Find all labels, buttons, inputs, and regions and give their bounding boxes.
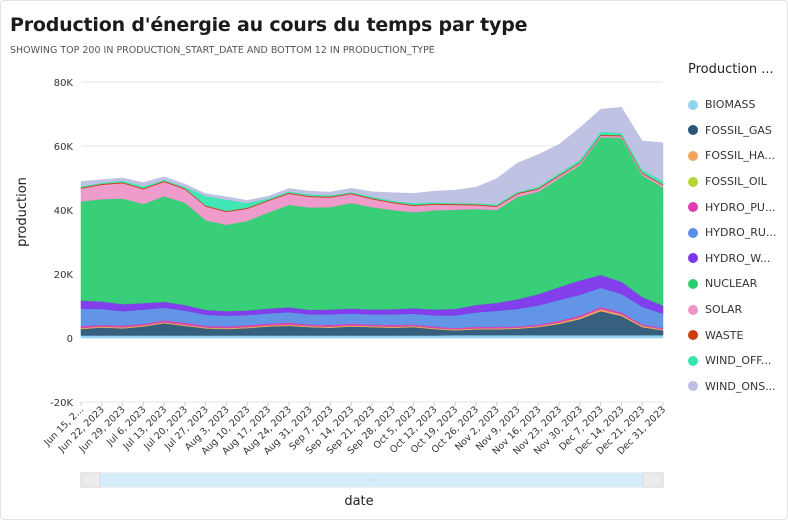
legend-label: WASTE <box>705 328 744 342</box>
legend-swatch <box>688 176 698 187</box>
legend-items: BIOMASS FOSSIL_GAS FOSSIL_HA... FOSSIL_OIL H… <box>686 92 786 399</box>
y-tick-label: -20K <box>50 398 73 409</box>
legend-swatch <box>688 355 698 366</box>
legend-item[interactable]: WASTE <box>686 322 786 348</box>
area-series-wind-ons <box>80 107 664 205</box>
legend-swatch <box>688 304 698 315</box>
zoom-slider-handle-right[interactable] <box>642 472 664 488</box>
legend-item[interactable]: WIND_OFF... <box>686 348 786 374</box>
y-tick-label: 60K <box>54 142 74 153</box>
legend-label: FOSSIL_HA... <box>705 149 775 163</box>
legend-item[interactable]: HYDRO_RU... <box>686 220 786 246</box>
legend-swatch <box>688 253 698 264</box>
legend-label: HYDRO_RU... <box>705 226 777 240</box>
legend-swatch <box>688 330 698 341</box>
x-axis-title: date <box>344 494 373 509</box>
legend-label: BIOMASS <box>705 98 756 112</box>
y-tick-label: 0 <box>67 334 73 345</box>
legend-label: WIND_ONS... <box>705 379 776 393</box>
legend-swatch <box>688 150 698 161</box>
legend-label: HYDRO_PU... <box>705 200 776 214</box>
legend-swatch <box>688 227 698 238</box>
y-tick-label: 80K <box>54 78 74 89</box>
legend-swatch <box>688 125 698 136</box>
legend-item[interactable]: FOSSIL_OIL <box>686 169 786 195</box>
zoom-slider-handle-left[interactable] <box>80 472 101 488</box>
legend-swatch <box>688 278 698 289</box>
legend-swatch <box>688 202 698 213</box>
legend-label: HYDRO_W... <box>705 251 771 265</box>
y-tick-label: 40K <box>54 206 74 217</box>
chart-title: Production d'énergie au cours du temps p… <box>10 14 528 36</box>
legend-label: FOSSIL_OIL <box>705 175 767 189</box>
legend-item[interactable]: HYDRO_W... <box>686 246 786 272</box>
legend-item[interactable]: SOLAR <box>686 297 786 323</box>
legend-label: SOLAR <box>705 303 743 317</box>
legend-item[interactable]: WIND_ONS... <box>686 374 786 400</box>
legend-item[interactable]: HYDRO_PU... <box>686 194 786 220</box>
legend-item[interactable]: FOSSIL_GAS <box>686 118 786 144</box>
legend-swatch <box>688 381 698 392</box>
legend-title: Production ... <box>688 62 774 77</box>
legend: Production ... BIOMASS FOSSIL_GAS FOSSIL_H… <box>686 62 786 399</box>
legend-item[interactable]: BIOMASS <box>686 92 786 118</box>
chart-subtitle: SHOWING TOP 200 IN PRODUCTION_START_DATE… <box>10 45 435 56</box>
legend-label: NUCLEAR <box>705 277 758 291</box>
legend-swatch <box>688 99 698 110</box>
y-tick-label: 20K <box>54 270 74 281</box>
legend-item[interactable]: FOSSIL_HA... <box>686 143 786 169</box>
y-axis-title: production <box>15 177 30 247</box>
legend-item[interactable]: NUCLEAR <box>686 271 786 297</box>
legend-label: FOSSIL_GAS <box>705 123 772 137</box>
legend-label: WIND_OFF... <box>705 354 772 368</box>
